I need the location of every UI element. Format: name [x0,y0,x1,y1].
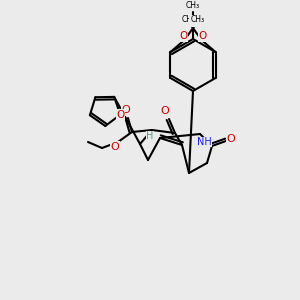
Text: O: O [226,134,236,144]
Text: O: O [198,31,207,41]
Text: CH₃: CH₃ [182,16,196,25]
Text: CH₃: CH₃ [190,16,205,25]
Text: O: O [111,142,119,152]
Text: O: O [190,16,198,26]
Text: O: O [122,105,130,115]
Text: H: H [146,131,154,141]
Text: O: O [116,110,124,120]
Text: NH: NH [196,137,211,147]
Text: CH₃: CH₃ [186,2,200,10]
Text: O: O [160,106,169,116]
Text: O: O [179,31,188,41]
